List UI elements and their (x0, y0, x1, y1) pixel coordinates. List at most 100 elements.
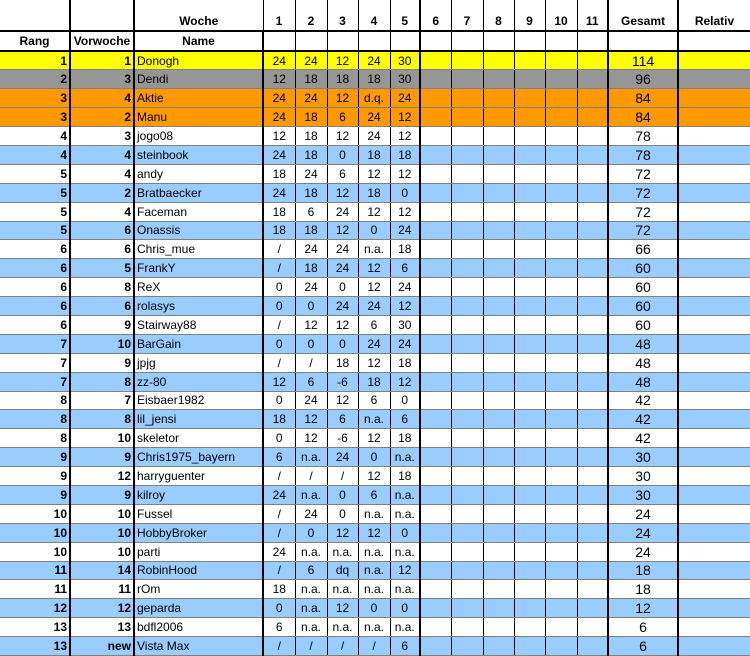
gesamt-cell: 60 (607, 315, 678, 335)
table-row[interactable]: 3 4 Aktie 24 24 12 d.q. 24 84 (0, 88, 750, 109)
name-cell: Onassis (133, 221, 263, 241)
table-row[interactable]: 8 8 lil_jensi 18 12 6 n.a. 6 42 (0, 409, 750, 430)
week-score-cell (544, 296, 577, 316)
table-row[interactable]: 9 9 kilroy 24 n.a. 0 6 n.a. 30 (0, 485, 750, 505)
week-score-cell (419, 296, 451, 316)
week-score-cell: n.a. (326, 579, 358, 600)
week-score-cell: 24 (294, 504, 327, 524)
week-score-cell (482, 485, 514, 505)
vorwoche-cell: 6 (69, 296, 134, 316)
week-score-cell: 12 (326, 88, 358, 109)
week-score-cell: 18 (357, 145, 390, 165)
week-score-cell: 0 (389, 598, 420, 619)
table-row[interactable]: 10 10 Fussel/24 0 n.a. n.a. 24 (0, 504, 750, 524)
week-score-cell: n.a. (357, 409, 390, 430)
week-score-cell: n.a. (357, 504, 390, 524)
week-header: 6 (419, 0, 451, 32)
table-row[interactable]: 5 4 Faceman 18 6 24 12 12 72 (0, 202, 750, 222)
table-row[interactable]: 9 9 Chris1975_bayern 6 n.a. 24 0 n.a. 30 (0, 447, 750, 468)
gesamt-cell: 12 (607, 598, 678, 619)
week-score-cell (513, 447, 545, 468)
week-score-cell (419, 126, 451, 146)
gesamt-cell: 60 (607, 296, 678, 316)
week-score-cell: 18 (294, 107, 327, 128)
table-row[interactable]: 2 3 Dendi 12 18 18 18 30 96 (0, 69, 750, 90)
table-row[interactable]: 11 11 rOm 18 n.a. n.a. n.a. n.a. 18 (0, 579, 750, 600)
rang-cell: 10 (0, 504, 70, 524)
week-score-cell (513, 296, 545, 316)
gesamt-cell: 48 (607, 334, 678, 354)
table-row[interactable]: 6 5 FrankY/18 24 12 6 60 (0, 258, 750, 279)
week-score-cell: 24 (294, 391, 327, 411)
week-score-cell (419, 598, 451, 619)
week-score-cell: n.a. (294, 447, 327, 468)
week-score-cell (513, 617, 545, 638)
table-row[interactable]: 8 10 skeletor 0 12 -6 12 18 42 (0, 428, 750, 449)
table-row[interactable]: 11 14 RobinHood/6 dq n.a. 12 18 (0, 561, 750, 581)
table-row[interactable]: 9 12 harryguenter / //12 18 30 (0, 466, 750, 486)
rang-cell: 3 (0, 88, 70, 109)
week-score-cell (419, 183, 451, 203)
week-score-cell (544, 617, 577, 638)
week-score-cell (576, 69, 608, 90)
relativ-cell (677, 542, 750, 562)
table-row[interactable]: 12 12 geparda 0 n.a. 12 0 0 12 (0, 598, 750, 619)
week-score-cell: 0 (294, 523, 327, 543)
week-score-cell: 12 (326, 183, 358, 203)
week-score-cell: 18 (357, 183, 390, 203)
table-row[interactable]: 5 4 andy 18 24 6 12 12 72 (0, 164, 750, 184)
table-row[interactable]: 5 6 Onassis 18 18 12 0 24 72 (0, 221, 750, 241)
week-score-cell (576, 164, 608, 184)
week-score-cell (576, 466, 608, 486)
week-score-cell: -6 (326, 372, 358, 392)
week-score-cell: 18 (294, 69, 327, 90)
week-score-cell (513, 183, 545, 203)
week-score-cell (544, 315, 577, 335)
table-row[interactable]: 10 10 parti 24 n.a. n.a. n.a. n.a. 24 (0, 542, 750, 562)
table-row[interactable]: 3 2 Manu 24 18 6 24 12 84 (0, 107, 750, 128)
rang-cell: 6 (0, 239, 70, 260)
table-row[interactable]: 7 10 BarGain 0 0 0 24 24 48 (0, 334, 750, 354)
vorwoche-cell: 7 (69, 391, 134, 411)
table-row[interactable]: 6 6 rolasys 0 0 24 24 12 60 (0, 296, 750, 316)
table-row[interactable]: 6 9 Stairway88/12 12 6 30 60 (0, 315, 750, 335)
week-score-cell: 12 (389, 164, 420, 184)
table-row[interactable]: 13 13 bdfl2006 6 n.a. n.a. n.a. n.a. 6 (0, 617, 750, 638)
table-row[interactable]: 6 6 Chris_mue/24 24 n.a. 18 66 (0, 239, 750, 260)
gesamt-cell: 48 (607, 372, 678, 392)
week-score-cell: / (262, 561, 295, 581)
week-score-cell (576, 372, 608, 392)
week-score-cell (450, 315, 483, 335)
week-score-cell: n.a. (294, 485, 327, 505)
table-row[interactable]: 7 8 zz-80 12 6 -6 18 12 48 (0, 372, 750, 392)
week-score-cell (544, 334, 577, 354)
week-score-cell (419, 107, 451, 128)
table-row[interactable]: 1 1 Donogh 24 24 12 24 30 114 (0, 51, 750, 71)
table-row[interactable]: 10 10 HobbyBroker/0 12 12 0 24 (0, 523, 750, 543)
table-row[interactable]: 8 7 Eisbaer1982 0 24 12 6 0 42 (0, 391, 750, 411)
week-score-cell: 12 (389, 202, 420, 222)
rang-cell: 8 (0, 391, 70, 411)
table-row[interactable]: 4 3 jogo08 12 18 12 24 12 78 (0, 126, 750, 146)
week-score-cell (544, 561, 577, 581)
week-score-cell (419, 258, 451, 279)
relativ-cell (677, 239, 750, 260)
table-row[interactable]: 6 8 ReX 0 24 0 12 24 60 (0, 277, 750, 298)
week-score-cell: 24 (262, 107, 295, 128)
table-row[interactable]: 4 4 steinbook 24 18 0 18 18 78 (0, 145, 750, 165)
name-cell: Vista Max (133, 636, 263, 656)
name-cell: Dendi (133, 69, 263, 90)
week-score-cell: n.a. (294, 579, 327, 600)
week-score-cell: 0 (357, 447, 390, 468)
week-score-cell: 12 (262, 126, 295, 146)
week-score-cell: 12 (294, 315, 327, 335)
week-score-cell: n.a. (389, 447, 420, 468)
week-score-cell (482, 315, 514, 335)
rang-cell: 6 (0, 258, 70, 279)
table-row[interactable]: 13 new Vista Max / / //6 6 (0, 636, 750, 656)
table-row[interactable]: 5 2 Bratbaecker 24 18 12 18 0 72 (0, 183, 750, 203)
week-header: 5 (389, 0, 420, 32)
table-row[interactable]: 7 9 jpjg //18 12 18 48 (0, 353, 750, 373)
week-score-cell (576, 353, 608, 373)
week-score-cell: 0 (326, 504, 358, 524)
